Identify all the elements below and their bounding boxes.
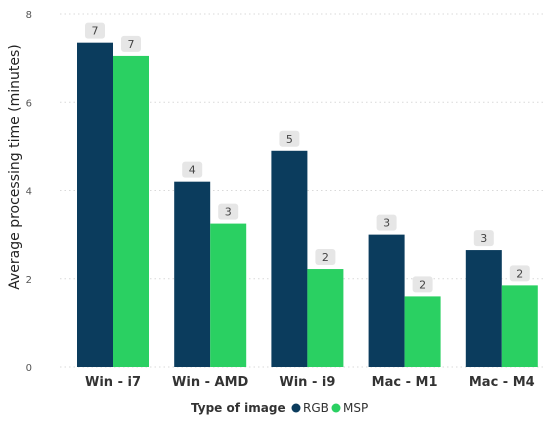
y-tick-label: 0 bbox=[26, 363, 32, 374]
data-label-background bbox=[509, 265, 530, 282]
data-label-background bbox=[218, 203, 239, 220]
bar-rgb[interactable] bbox=[77, 42, 113, 368]
legend: Type of image RGB MSP bbox=[191, 401, 368, 415]
data-label: 7 bbox=[92, 25, 99, 38]
x-category-label: Win - AMD bbox=[172, 375, 248, 390]
data-label: 7 bbox=[128, 38, 135, 51]
y-tick-label: 6 bbox=[26, 98, 32, 109]
data-label-background bbox=[376, 214, 397, 231]
data-label-background bbox=[412, 276, 433, 293]
y-axis-title: Average processing time (minutes) bbox=[7, 44, 23, 290]
x-category-label: Win - i7 bbox=[85, 375, 141, 390]
data-label: 3 bbox=[383, 217, 390, 230]
data-label-background bbox=[279, 130, 300, 147]
bar-msp[interactable] bbox=[307, 269, 344, 367]
data-label: 5 bbox=[286, 133, 293, 146]
bar-msp[interactable] bbox=[404, 296, 441, 367]
bar-rgb[interactable] bbox=[271, 150, 308, 367]
data-label-background bbox=[121, 35, 141, 52]
y-axis-ticks: 0 2 4 6 8 bbox=[26, 10, 32, 374]
data-label-background bbox=[315, 249, 336, 266]
legend-label-rgb[interactable]: RGB bbox=[303, 401, 329, 415]
bar-rgb[interactable] bbox=[465, 250, 502, 367]
bar-rgb[interactable] bbox=[368, 234, 405, 367]
data-label-background bbox=[85, 22, 105, 39]
legend-marker-rgb bbox=[291, 403, 301, 413]
x-axis-categories: Win - i7 Win - AMD Win - i9 Mac - M1 Mac - M… bbox=[85, 375, 535, 390]
bar-msp[interactable] bbox=[113, 55, 149, 367]
y-tick-label: 8 bbox=[26, 10, 32, 21]
legend-label-msp[interactable]: MSP bbox=[343, 401, 368, 415]
bars bbox=[77, 42, 538, 368]
data-label: 4 bbox=[189, 164, 196, 177]
legend-title: Type of image bbox=[191, 401, 286, 415]
data-label: 2 bbox=[516, 267, 523, 280]
y-tick-label: 4 bbox=[26, 187, 32, 198]
data-label: 3 bbox=[480, 232, 487, 245]
legend-items: RGB MSP bbox=[291, 401, 368, 415]
data-label: 2 bbox=[322, 251, 329, 264]
data-label-background bbox=[473, 230, 494, 247]
x-category-label: Mac - M4 bbox=[469, 375, 535, 390]
y-tick-label: 2 bbox=[26, 275, 32, 286]
legend-marker-msp bbox=[331, 403, 341, 413]
data-label: 2 bbox=[419, 278, 426, 291]
x-category-label: Mac - M1 bbox=[372, 375, 438, 390]
data-label-background bbox=[182, 161, 203, 178]
x-category-label: Win - i9 bbox=[279, 375, 335, 390]
data-label: 3 bbox=[225, 206, 232, 219]
bar-msp[interactable] bbox=[501, 285, 538, 367]
data-labels: 7 7 4 3 5 2 3 2 3 2 bbox=[85, 22, 530, 293]
bar-msp[interactable] bbox=[210, 223, 247, 367]
bar-rgb[interactable] bbox=[174, 181, 211, 367]
